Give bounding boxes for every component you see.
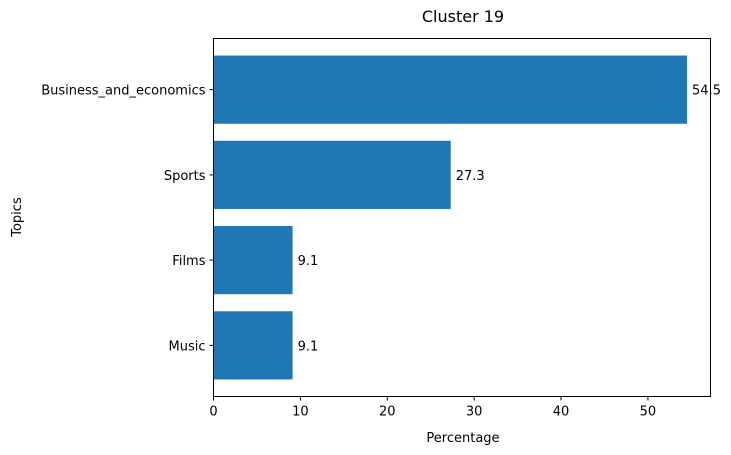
bar-music	[213, 311, 293, 380]
x-tick-label: 20	[379, 405, 396, 420]
chart-title: Cluster 19	[422, 7, 504, 26]
y-tick-label: Sports	[164, 169, 206, 184]
value-label: 9.1	[298, 254, 319, 269]
bars-group	[213, 55, 688, 380]
x-tick-label: 0	[209, 405, 217, 420]
y-axis-label: Topics	[10, 197, 25, 238]
value-label: 54.5	[692, 84, 721, 99]
y-tick-label: Business_and_economics	[41, 84, 205, 99]
x-tick-label: 40	[553, 405, 570, 420]
value-label: 27.3	[456, 169, 485, 184]
plot-frame	[213, 38, 711, 397]
value-label: 9.1	[298, 339, 319, 354]
y-axis-ticks: Business_and_economics Sports Films Music	[41, 84, 214, 354]
x-tick-label: 50	[640, 405, 657, 420]
x-axis-ticks: 0 10 20 30 40 50	[209, 396, 657, 420]
y-tick-label: Films	[172, 254, 205, 269]
bar-business-and-economics	[213, 55, 688, 124]
x-tick-label: 30	[466, 405, 483, 420]
x-axis-label: Percentage	[426, 431, 499, 446]
x-tick-label: 10	[292, 405, 309, 420]
bar-sports	[213, 140, 451, 209]
bar-films	[213, 226, 293, 295]
y-tick-label: Music	[169, 339, 206, 354]
value-labels-group: 54.5 27.3 9.1 9.1	[298, 84, 721, 355]
